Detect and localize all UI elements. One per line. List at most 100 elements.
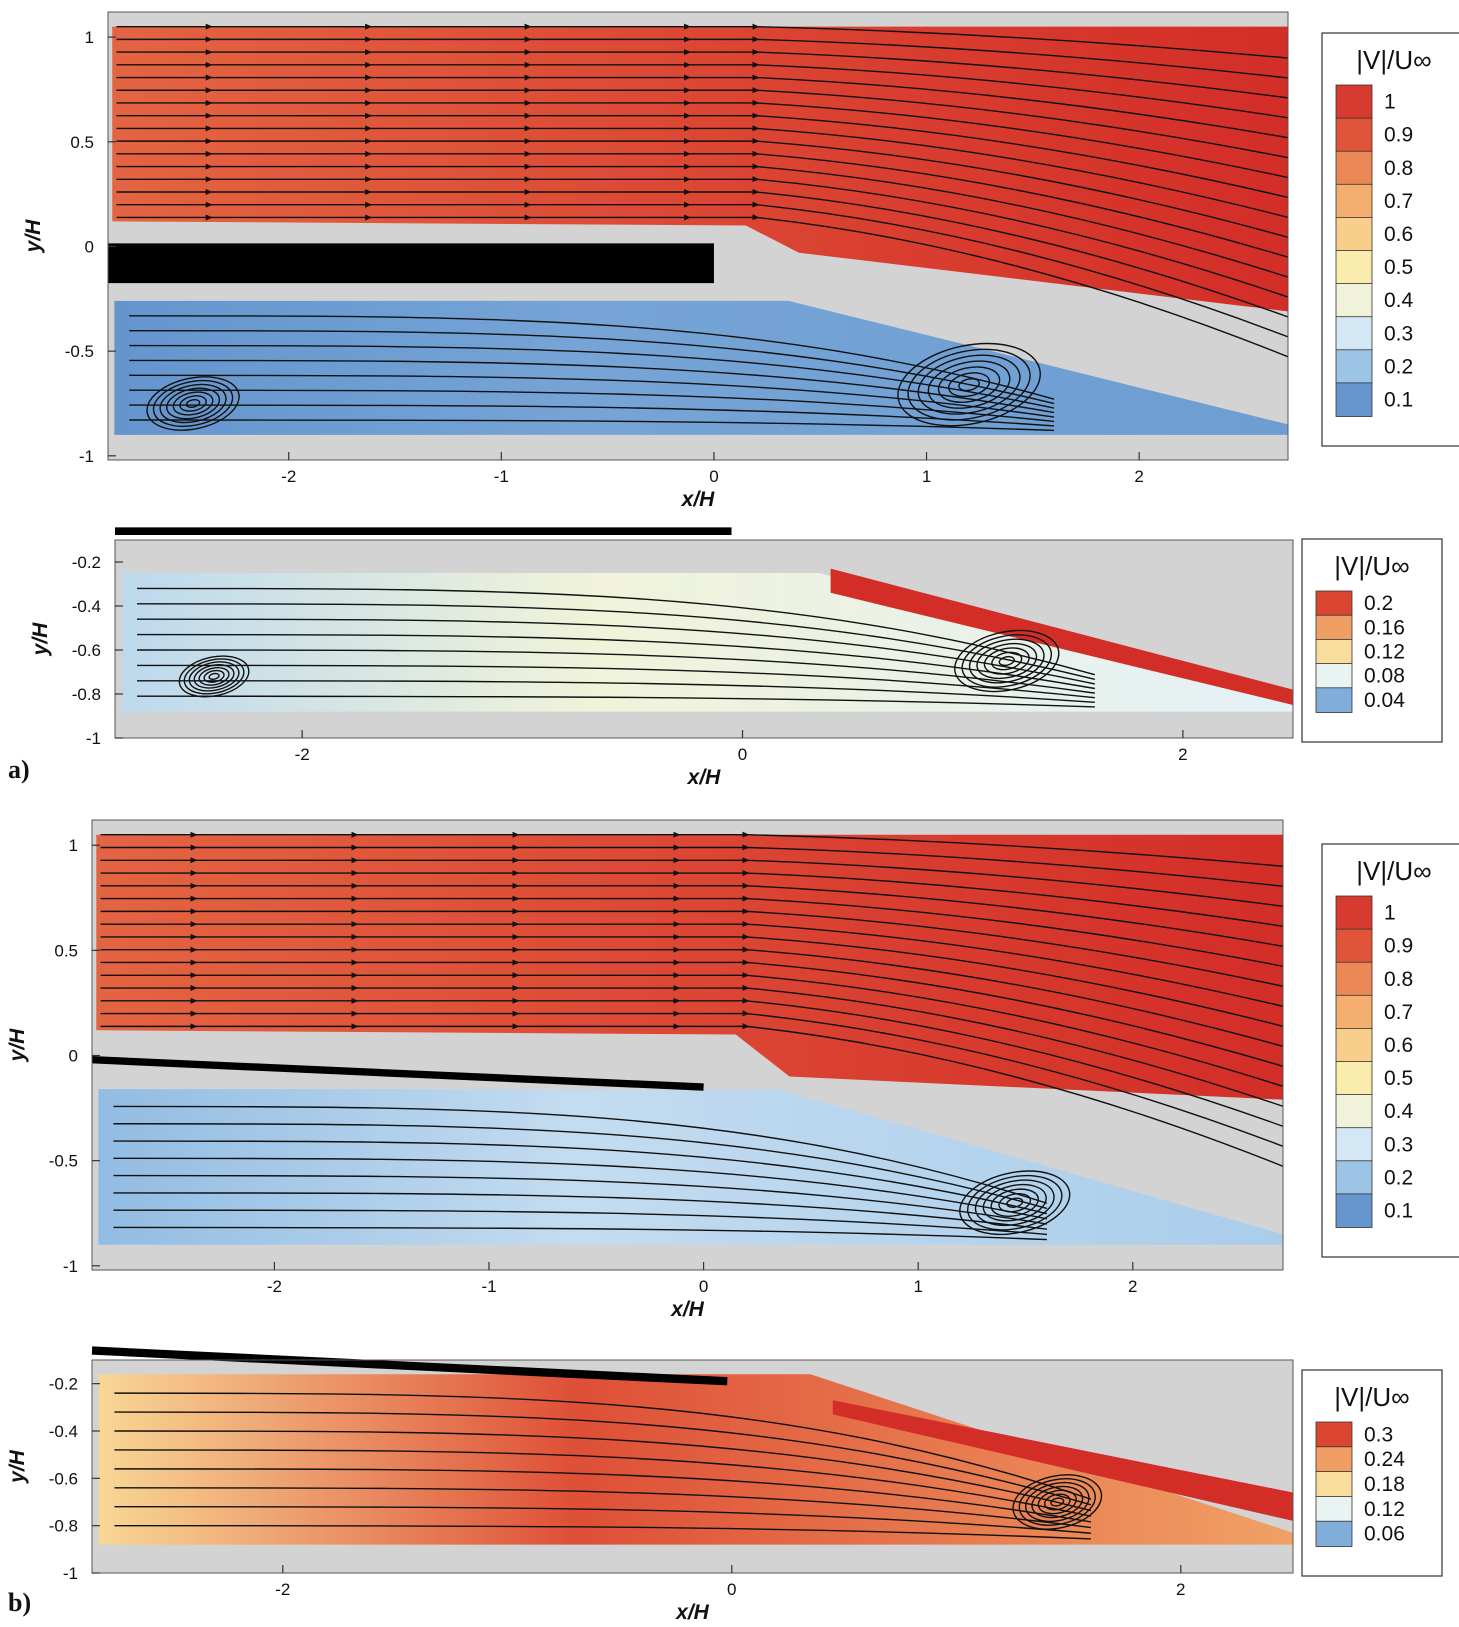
flap-wall (91, 1056, 704, 1091)
colorbar-swatch (1315, 1446, 1353, 1473)
wake-region (121, 573, 1293, 712)
panel-a-zoom: -2 0 2-1-0.8-0.6-0.4-0.2x/Hy/H|V|/U∞0.20.1… (29, 527, 1443, 789)
vortex-1 (897, 342, 1041, 427)
colorbar-tick-label: 0.3 (1384, 1133, 1413, 1156)
x-axis-label: x/H (687, 766, 722, 789)
y-tick-label: -0.5 (49, 1152, 78, 1171)
y-tick-label: 1 (69, 836, 78, 855)
plot-frame (107, 11, 1289, 461)
x-axis-label: x/H (670, 1298, 705, 1321)
x-tick-label: 1 (922, 467, 931, 486)
colorbar-tick-label: 0.9 (1384, 124, 1413, 147)
colorbar-swatch (1335, 895, 1373, 930)
velocity-field (96, 831, 1283, 1245)
y-tick-label: -0.2 (49, 1375, 78, 1394)
freestream-region (96, 834, 1283, 1100)
plot-frame (114, 539, 1294, 739)
streamlines (137, 587, 1096, 708)
colorbar-swatch (1335, 382, 1373, 417)
panel-a-full: -2 -1 0 1 2 -1 -0.5 0 0.5 1 x/H y/H |V|/U∞ 1 0.9 0.8 0.7… (22, 11, 1459, 511)
colorbar-tick-label: 0.1 (1384, 1199, 1413, 1222)
x-tick-label: 2 (1176, 1580, 1185, 1599)
colorbar-swatch (1335, 283, 1373, 318)
x-tick-label: 0 (738, 745, 747, 764)
colorbar-tick-label: 0.04 (1364, 689, 1405, 712)
x-axis-label: x/H (675, 1601, 710, 1624)
x-tick-label: 0 (699, 1277, 708, 1296)
y-tick-label: 0 (69, 1047, 78, 1066)
wake-region (98, 1374, 1293, 1545)
x-tick-label: -2 (295, 745, 310, 764)
y-axis-label: y/H (6, 1028, 29, 1063)
x-tick-label: -2 (275, 1580, 290, 1599)
colorbar-swatch (1335, 1094, 1373, 1129)
x-axis-label: x/H (681, 488, 716, 511)
colorbar: |V|/U∞ 1 0.9 0.8 0.7 0.6 0.5 0.4 0.3 0.2 0.1 (1321, 843, 1459, 1258)
x-tick-label: -2 (281, 467, 296, 486)
panel-label-a: a) (8, 755, 30, 784)
shear-layer (830, 568, 1293, 705)
colorbar-swatch (1335, 1127, 1373, 1162)
flap-wall (91, 1346, 728, 1386)
y-tick-label: -0.5 (65, 342, 94, 361)
vortex-0 (959, 1170, 1071, 1236)
y-tick-label: 1 (85, 28, 94, 47)
colorbar: |V|/U∞ 0.20.160.120.080.04 (1301, 538, 1443, 743)
colorbar-tick-label: 0.4 (1384, 1100, 1414, 1123)
colorbar-tick-label: 0.24 (1364, 1448, 1405, 1471)
x-tick-label: 2 (1134, 467, 1143, 486)
streamlines (100, 831, 1283, 1241)
velocity-field (121, 568, 1293, 712)
y-tick-label: -0.6 (72, 641, 101, 660)
colorbar-tick-label: 0.8 (1384, 157, 1413, 180)
panel-b-full: -2 -1 0 1 2 -1 -0.5 0 0.5 1 x/H y/H |V|/U∞ 1 0.9 0.8 0.7… (6, 819, 1459, 1321)
y-tick-label: -1 (63, 1257, 78, 1276)
colorbar-swatch (1335, 1028, 1373, 1063)
colorbar-swatch (1335, 349, 1373, 384)
panel-b-zoom: -2 0 2 -1 -0.8 -0.6 -0.4 -0.2 x/H y/H |V|/U∞ 0.30.2… (6, 1346, 1443, 1624)
colorbar-swatch (1315, 1520, 1353, 1547)
colorbar-swatch (1335, 1193, 1373, 1228)
colorbar-swatch (1335, 250, 1373, 285)
colorbar-swatch (1335, 216, 1373, 252)
colorbar-swatch (1315, 663, 1353, 689)
colorbar-tick-label: 0.6 (1384, 1034, 1413, 1057)
y-axis-label: y/H (29, 622, 52, 657)
colorbar-swatch (1315, 1496, 1353, 1523)
streamlines (114, 1392, 1103, 1540)
y-tick-label: 0.5 (54, 941, 78, 960)
plot-frame (91, 1359, 1294, 1574)
colorbar-swatch (1315, 1421, 1353, 1448)
x-tick-label: 0 (727, 1580, 736, 1599)
colorbar-tick-label: 1 (1384, 902, 1396, 925)
colorbar-tick-label: 0.8 (1384, 968, 1413, 991)
colorbar-tick-label: 0.2 (1364, 592, 1393, 615)
colorbar-title: |V|/U∞ (1356, 45, 1431, 75)
colorbar-swatch (1335, 183, 1373, 219)
colorbar-tick-label: 0.1 (1384, 388, 1413, 411)
colorbar-swatch (1335, 1160, 1373, 1195)
vortex-0 (146, 376, 240, 431)
y-tick-label: -1 (79, 447, 94, 466)
colorbar-tick-label: 0.06 (1364, 1523, 1405, 1546)
colorbar-tick-label: 0.08 (1364, 665, 1405, 688)
colorbar-swatch (1315, 639, 1353, 665)
colorbar-swatch (1335, 961, 1373, 997)
y-tick-label: -0.8 (49, 1517, 78, 1536)
colorbar: |V|/U∞ 0.30.240.180.120.06 (1301, 1369, 1443, 1577)
colorbar-swatch (1335, 316, 1373, 351)
y-tick-label: 0 (85, 237, 94, 256)
colorbar-tick-label: 0.18 (1364, 1473, 1405, 1496)
streamlines (116, 23, 1288, 432)
colorbar-swatch (1315, 687, 1353, 713)
colorbar-title: |V|/U∞ (1334, 1382, 1409, 1412)
wake-region (98, 1089, 1283, 1245)
colorbar-swatch (1315, 590, 1353, 617)
colorbar-tick-label: 0.5 (1384, 256, 1413, 279)
colorbar-swatch (1335, 928, 1373, 964)
y-tick-label: -0.6 (49, 1469, 78, 1488)
vortex-1 (954, 629, 1060, 693)
y-tick-label: 0.5 (70, 133, 94, 152)
colorbar-tick-label: 0.7 (1384, 190, 1413, 213)
